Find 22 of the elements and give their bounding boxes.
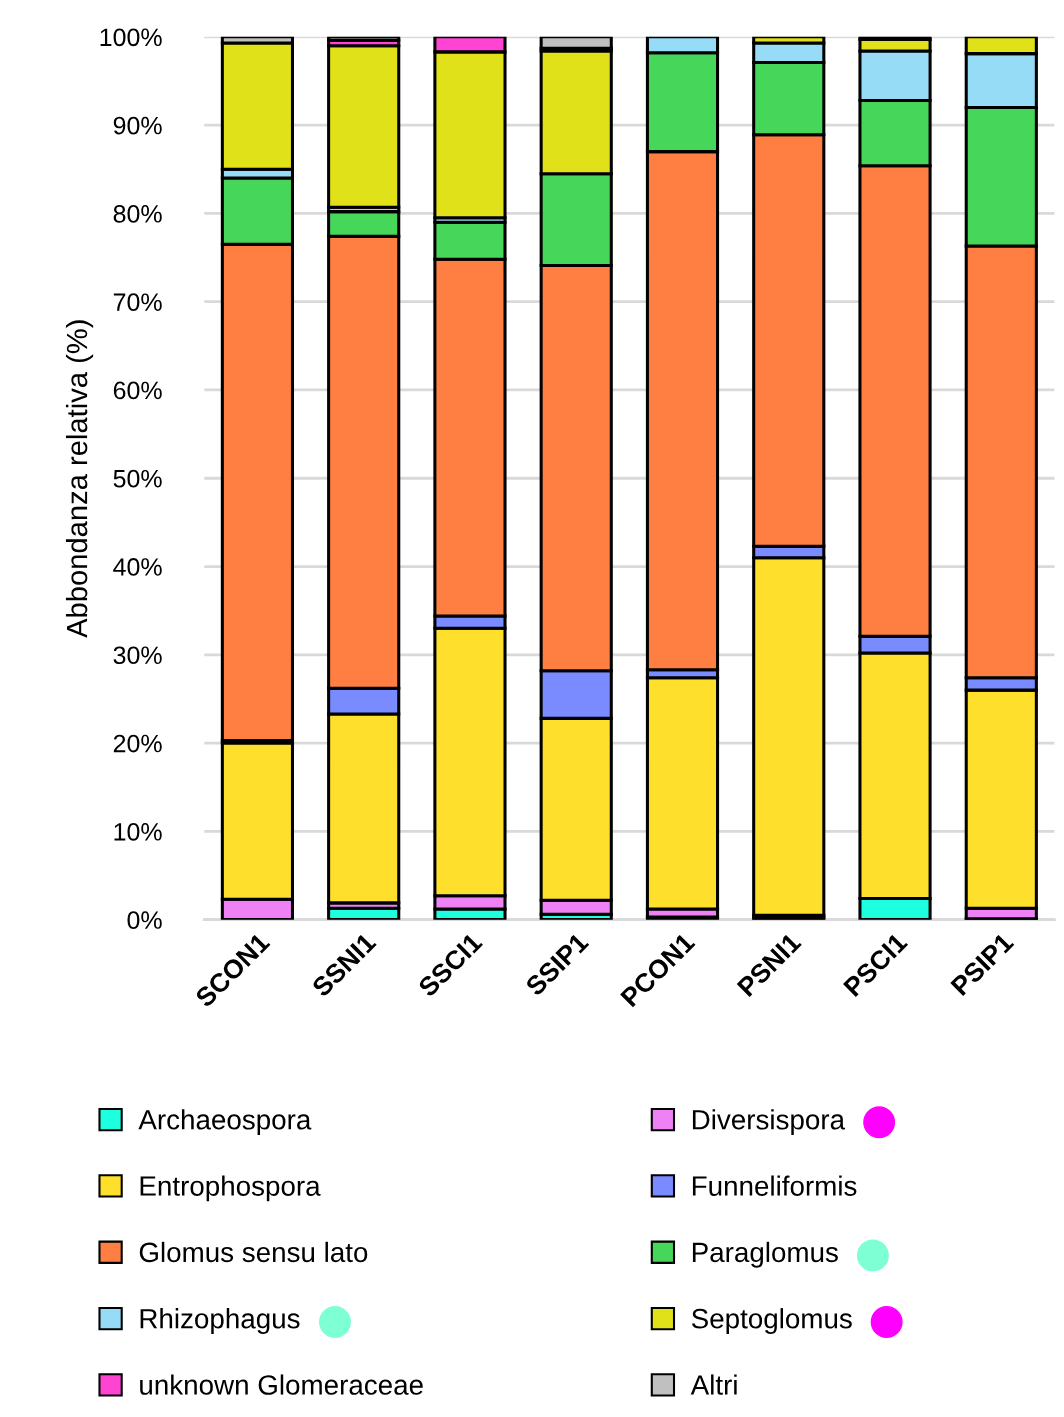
legend-label: Altri [690, 1374, 737, 1395]
legend-label: Rhizophagus [140, 1308, 300, 1335]
y-tick-label: 70% [113, 293, 162, 311]
y-tick-label: 100% [100, 28, 162, 47]
y-tick-label: 80% [113, 205, 162, 223]
y-tick-label: 30% [113, 646, 162, 665]
y-tick-label: 0% [127, 911, 162, 929]
legend-label: Archaeospora [138, 1109, 312, 1136]
legend-label: Paraglomus [692, 1241, 838, 1268]
y-tick-label: 10% [114, 822, 162, 841]
y-tick-label: 50% [113, 469, 162, 488]
legend-label: Glomus sensu lato [139, 1241, 368, 1263]
legend-label: Diversispora [692, 1109, 846, 1136]
y-tick-label: 60% [113, 381, 162, 400]
legend-label: unknown Glomeraceae [140, 1374, 423, 1395]
y-axis-title: Abbondanza relativa (%) [65, 320, 94, 638]
y-tick-label: 90% [113, 116, 162, 135]
legend-label: Funneliformis [692, 1175, 857, 1196]
y-tick-label: 40% [113, 558, 162, 576]
y-tick-label: 20% [113, 734, 162, 753]
legend-label: Entrophospora [140, 1175, 321, 1202]
legend-label: Septoglomus [691, 1308, 852, 1335]
